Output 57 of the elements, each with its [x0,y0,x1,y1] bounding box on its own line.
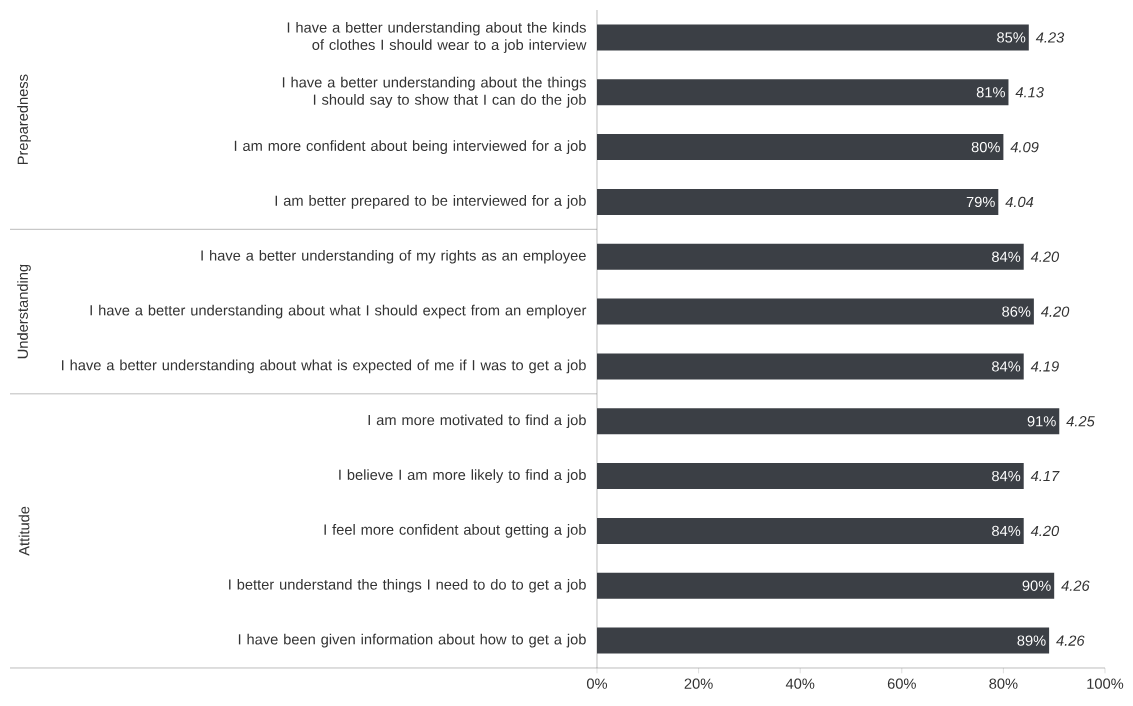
bar [597,517,1024,544]
y-tick-label: I have been given information about how to get a job [238,633,586,648]
bar [597,79,1009,106]
bar [597,408,1060,435]
data-label: 84% [992,251,1021,262]
data-label: 89% [1017,635,1046,646]
x-tick-label: 100% [1087,678,1124,689]
data-label: 84% [992,470,1021,482]
y-tick-label: I better understand the things I need to do to get a job [229,578,586,593]
bar [597,353,1024,380]
bar [597,463,1024,490]
data-label: 84% [992,361,1021,372]
y-tick-label: I am more confident about being interviewed for a job [234,140,586,154]
x-tick-label: 20% [684,678,713,689]
bar [597,24,1029,51]
data-label: 84% [992,525,1021,537]
data-label: 81% [976,87,1005,98]
data-label: 90% [1022,580,1051,591]
annotation: 4.20 [1040,306,1070,317]
annotation: 4.26 [1061,580,1090,591]
annotation: 4.13 [1015,87,1044,98]
bar [597,572,1055,599]
y-tick-label: I have a better understanding of my rights as an employee [201,249,586,264]
bar [597,188,999,215]
annotation: 4.23 [1035,32,1065,43]
y-tick-label: I have a better understanding about what is expected of me if I was to get a job [62,359,586,374]
text: Preparedness [17,74,31,165]
data-label: 80% [971,141,1000,153]
data-label: 91% [1027,416,1056,427]
bar [597,298,1034,325]
bar [597,243,1024,270]
y-tick-label: I have a better understanding about the things I should say to show that I can do the job [282,76,586,108]
y-tick-label: I believe I am more likely to find a job [339,469,586,483]
x-tick-label: 40% [785,678,815,689]
y-tick-label: I have a better understanding about the kinds of clothes I should wear to a job interview [287,21,587,53]
x-tick-label: 0% [586,678,608,689]
annotation: 4.17 [1030,471,1060,482]
annotation: 4.04 [1005,196,1034,208]
text: Attitude [18,506,30,556]
data-label: 86% [1002,306,1031,317]
data-label: 79% [966,196,995,208]
text: Understanding [17,264,31,359]
y-tick-label: I am more motivated to find a job [368,414,586,429]
y-tick-label: I am better prepared to be interviewed for a job [275,195,586,209]
annotation: 4.20 [1030,251,1060,262]
x-tick-label: 80% [989,678,1018,689]
y-tick-label: I feel more confident about getting a job [324,524,586,538]
annotation: 4.26 [1056,635,1085,646]
annotation: 4.09 [1010,141,1039,153]
bar [597,627,1050,654]
y-tick-label: I have a better understanding about what I should expect from an employer [90,304,587,319]
annotation: 4.20 [1030,525,1060,537]
annotation: 4.25 [1066,416,1095,427]
bar [597,134,1004,161]
annotation: 4.19 [1030,361,1059,372]
x-tick-label: 60% [887,678,916,689]
data-label: 85% [997,32,1026,43]
